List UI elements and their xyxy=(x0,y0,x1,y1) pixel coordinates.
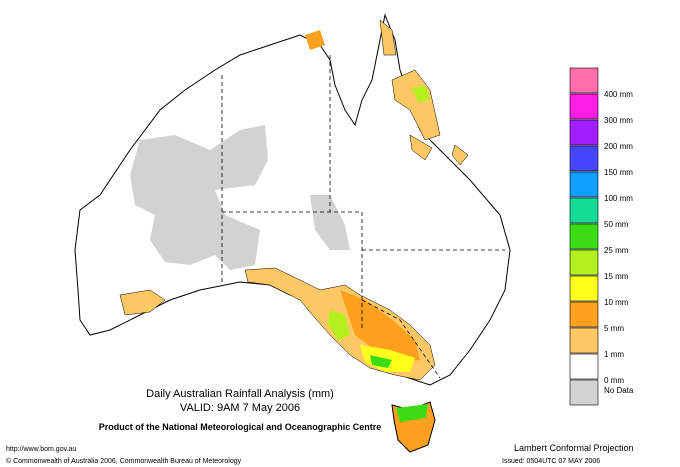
legend-label: 100 mm xyxy=(604,194,633,203)
legend-swatch xyxy=(569,93,599,120)
legend-swatch xyxy=(569,171,599,198)
legend-label: 10 mm xyxy=(604,298,629,307)
legend-swatch xyxy=(569,223,599,250)
legend-label: 15 mm xyxy=(604,272,629,281)
rain-area-15mm xyxy=(412,86,430,102)
legend-label: No Data xyxy=(604,386,634,395)
legend-label: 400 mm xyxy=(604,90,633,99)
legend-label: 1 mm xyxy=(604,350,624,359)
state-borders xyxy=(221,55,505,379)
legend-swatch xyxy=(569,379,599,406)
legend-swatch xyxy=(569,119,599,146)
rain-area-1mm xyxy=(391,69,441,141)
legend-swatch xyxy=(569,301,599,328)
map-title: Daily Australian Rainfall Analysis (mm) xyxy=(146,388,334,400)
legend: 400 mm 300 mm 200 mm 150 mm 100 mm 50 mm 25 mm… xyxy=(569,67,634,406)
legend-swatch xyxy=(569,249,599,276)
no-data-area xyxy=(310,195,350,250)
rain-area-1mm xyxy=(451,144,469,166)
no-data-area xyxy=(130,125,268,270)
projection: Lambert Conformal Projection xyxy=(514,443,634,453)
legend-swatch xyxy=(569,275,599,302)
legend-swatch xyxy=(569,67,599,94)
legend-label: 200 mm xyxy=(604,142,633,151)
product-note: Product of the National Meteorological a… xyxy=(99,422,382,432)
rain-area-5mm xyxy=(305,30,325,50)
valid-time: VALID: 9AM 7 May 2006 xyxy=(180,402,300,414)
rain-area-25mm xyxy=(396,404,428,422)
legend-label: 0 mm xyxy=(604,376,624,385)
rain-area-1mm xyxy=(119,289,166,316)
rain-area-15mm xyxy=(328,310,350,340)
copyright: © Commonwealth of Australia 2006, Common… xyxy=(6,457,242,465)
rain-area-5mm xyxy=(340,290,420,362)
legend-label: 150 mm xyxy=(604,168,633,177)
legend-swatch xyxy=(569,197,599,224)
legend-label: 5 mm xyxy=(604,324,624,333)
legend-swatch xyxy=(569,353,599,380)
legend-label: 50 mm xyxy=(604,220,629,229)
rain-area-25mm xyxy=(370,355,392,368)
issued: Issued: 0504UTC 07 MAY 2006 xyxy=(502,458,600,465)
rain-area-1mm xyxy=(379,19,397,56)
legend-label: 300 mm xyxy=(604,116,633,125)
legend-label: 25 mm xyxy=(604,246,629,255)
coastline xyxy=(74,13,511,386)
url: http://www.bom.gov.au xyxy=(6,446,76,453)
rain-area-1mm xyxy=(409,134,433,161)
legend-swatch xyxy=(569,145,599,172)
legend-swatch xyxy=(569,327,599,354)
